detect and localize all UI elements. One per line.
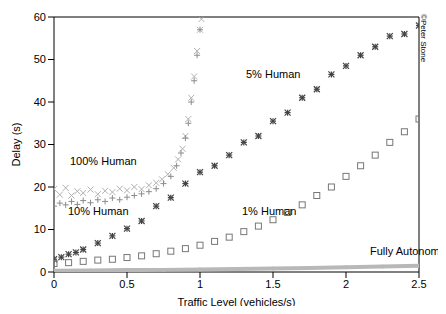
svg-text:40: 40 bbox=[34, 96, 46, 108]
svg-text:60: 60 bbox=[34, 11, 46, 23]
svg-text:10: 10 bbox=[34, 223, 46, 235]
svg-text:20: 20 bbox=[34, 181, 46, 193]
svg-text:2.5: 2.5 bbox=[411, 278, 426, 290]
svg-text:Traffic Level (vehicles/s): Traffic Level (vehicles/s) bbox=[178, 296, 296, 306]
html-text:5% Human: 5% Human bbox=[246, 68, 301, 80]
html-text:1% Human: 1% Human bbox=[242, 205, 297, 217]
svg-text:1.5: 1.5 bbox=[265, 278, 280, 290]
svg-text:0: 0 bbox=[40, 266, 46, 278]
html-text:10% Human: 10% Human bbox=[68, 205, 129, 217]
svg-text:2: 2 bbox=[343, 278, 349, 290]
html-text:©Peter Stone: ©Peter Stone bbox=[419, 14, 428, 63]
svg-text:0: 0 bbox=[51, 278, 57, 290]
svg-text:1: 1 bbox=[197, 278, 203, 290]
svg-text:0.5: 0.5 bbox=[119, 278, 134, 290]
svg-text:Delay (s): Delay (s) bbox=[10, 122, 22, 166]
html-text:100% Human: 100% Human bbox=[70, 155, 137, 167]
svg-text:50: 50 bbox=[34, 53, 46, 65]
svg-text:30: 30 bbox=[34, 138, 46, 150]
